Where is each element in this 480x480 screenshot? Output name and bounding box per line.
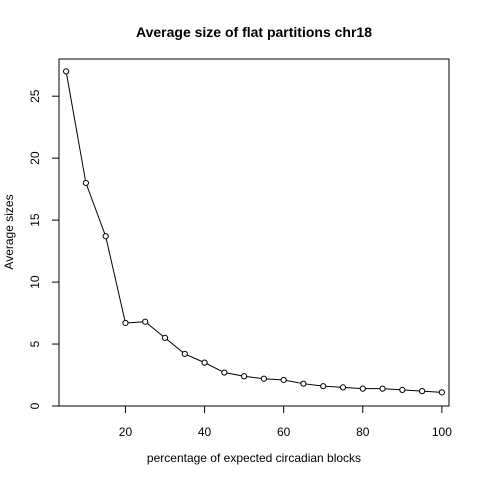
data-point-55 <box>260 375 267 382</box>
data-point-35 <box>181 350 188 358</box>
data-point-45 <box>221 369 228 376</box>
data-point-10 <box>82 179 89 187</box>
plot-frame <box>58 58 450 407</box>
y-tick-label-25: 25 <box>28 89 42 103</box>
data-point-40 <box>201 359 208 366</box>
data-point-70 <box>320 383 327 390</box>
x-tick-label-60: 60 <box>277 425 291 439</box>
chart-title: Average size of flat partitions chr18 <box>136 24 372 40</box>
x-axis: 20 40 60 80 100 <box>119 405 452 439</box>
y-axis-label: Average sizes <box>2 194 16 269</box>
y-axis: 0 5 10 15 20 25 <box>28 89 60 409</box>
data-point-65 <box>300 380 307 387</box>
data-point-75 <box>339 384 347 391</box>
data-point-15 <box>102 233 109 240</box>
data-point-60 <box>280 376 287 384</box>
data-point-30 <box>161 334 169 341</box>
x-tick-label-20: 20 <box>119 425 133 439</box>
series-line <box>65 71 442 393</box>
y-tick-label-0: 0 <box>28 402 42 409</box>
data-point-100 <box>438 389 445 396</box>
y-tick-label-10: 10 <box>28 275 42 289</box>
y-tick-label-15: 15 <box>28 213 42 227</box>
data-point-95 <box>419 388 426 395</box>
data-point-50 <box>241 373 248 380</box>
y-tick-label-5: 5 <box>28 340 42 347</box>
data-point-80 <box>359 385 366 392</box>
data-point-25 <box>142 318 149 325</box>
data-point-20 <box>122 319 129 327</box>
data-point-85 <box>379 385 386 392</box>
x-tick-label-100: 100 <box>432 425 452 439</box>
data-point-5 <box>63 68 70 75</box>
x-axis-label: percentage of expected circadian blocks <box>147 451 361 465</box>
x-tick-label-80: 80 <box>356 425 370 439</box>
data-point-90 <box>399 386 406 393</box>
data-points <box>63 68 445 396</box>
x-tick-label-40: 40 <box>198 425 212 439</box>
y-tick-label-20: 20 <box>28 151 42 165</box>
